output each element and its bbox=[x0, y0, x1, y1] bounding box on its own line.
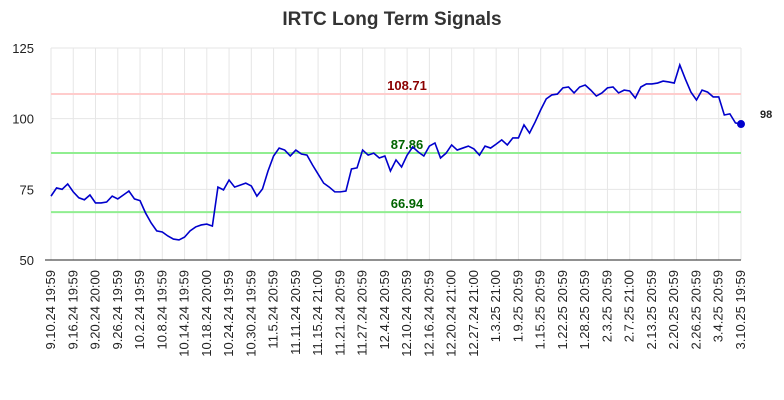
x-tick-label: 11.15.24 21:00 bbox=[310, 270, 325, 356]
last-point bbox=[737, 120, 745, 129]
x-tick-label: 9.16.24 19:59 bbox=[65, 270, 80, 350]
y-tick-label: 50 bbox=[20, 253, 34, 268]
x-tick-label: 1.28.25 20:59 bbox=[577, 270, 592, 350]
x-tick-label: 12.27.24 21:00 bbox=[466, 270, 481, 357]
x-tick-label: 12.4.24 20:59 bbox=[377, 270, 392, 350]
x-tick-label: 3.10.25 19:59 bbox=[733, 270, 748, 350]
y-tick-label: 125 bbox=[12, 41, 34, 56]
x-tick-label: 2.26.25 20:59 bbox=[688, 270, 703, 350]
x-tick-label: 2.7.25 21:00 bbox=[622, 270, 637, 342]
x-tick-label: 2.3.25 20:59 bbox=[599, 270, 614, 342]
x-tick-label: 10.30.24 19:59 bbox=[243, 270, 258, 357]
x-tick-label: 12.20.24 21:00 bbox=[444, 270, 459, 357]
line-series bbox=[50, 62, 742, 241]
x-tick-label: 9.20.24 20:00 bbox=[88, 270, 103, 350]
x-tick-label: 1.22.25 20:59 bbox=[555, 270, 570, 350]
x-tick-label: 10.14.24 19:59 bbox=[177, 270, 192, 357]
x-tick-label: 1.9.25 20:59 bbox=[510, 270, 525, 342]
x-tick-label: 2.13.25 20:59 bbox=[644, 270, 659, 350]
x-tick-label: 10.8.24 19:59 bbox=[154, 270, 169, 350]
x-tick-label: 1.3.25 21:00 bbox=[488, 270, 503, 342]
x-tick-label: 2.20.25 20:59 bbox=[666, 270, 681, 350]
y-tick-label: 75 bbox=[20, 182, 34, 197]
x-tick-label: 10.18.24 20:00 bbox=[199, 270, 214, 357]
reference-label: 108.71 bbox=[387, 78, 427, 93]
x-tick-label: 10.2.24 19:59 bbox=[132, 270, 147, 350]
x-tick-label: 12.16.24 20:59 bbox=[421, 270, 436, 357]
value-label: 98 bbox=[760, 109, 772, 121]
x-tick-label: 1.15.25 20:59 bbox=[533, 270, 548, 350]
x-tick-label: 11.27.24 20:59 bbox=[355, 270, 370, 356]
x-tick-label: 3.4.25 20:59 bbox=[711, 270, 726, 342]
reference-label: 66.94 bbox=[391, 196, 424, 211]
x-tick-label: 11.21.24 20:59 bbox=[332, 270, 347, 356]
x-tick-label: 9.10.24 19:59 bbox=[43, 270, 58, 350]
y-tick-label: 100 bbox=[12, 112, 34, 127]
x-tick-label: 11.11.24 20:59 bbox=[288, 270, 303, 355]
x-tick-label: 10.24.24 19:59 bbox=[221, 270, 236, 357]
x-tick-label: 11.5.24 20:59 bbox=[266, 270, 281, 349]
chart-title: IRTC Long Term Signals bbox=[282, 9, 501, 30]
reference-label: 87.86 bbox=[391, 137, 424, 152]
x-tick-label: 9.26.24 19:59 bbox=[110, 270, 125, 350]
x-tick-label: 12.10.24 20:59 bbox=[399, 270, 414, 357]
